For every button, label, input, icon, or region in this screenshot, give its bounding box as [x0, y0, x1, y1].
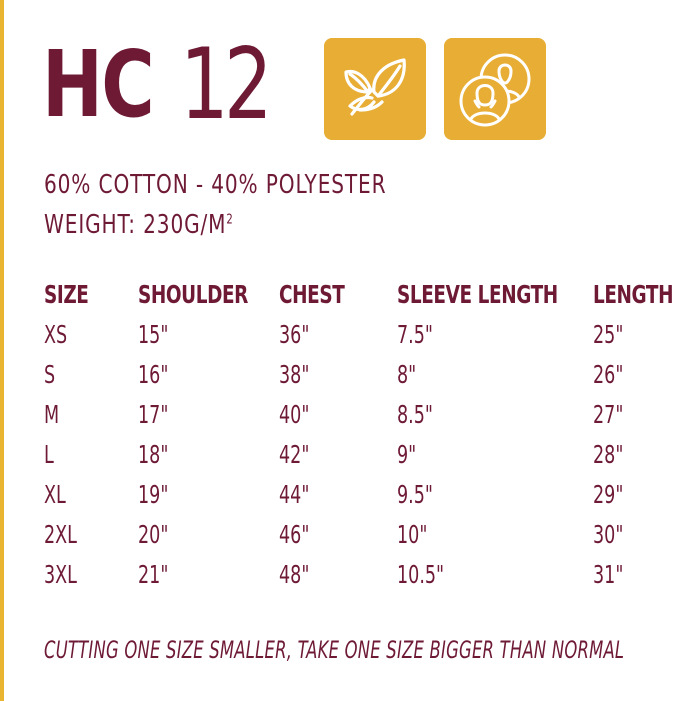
table-row: S 16" 38" 8" 26": [44, 354, 691, 394]
header-shoulder: SHOULDER: [138, 279, 248, 309]
cell-chest: 46": [279, 519, 310, 549]
table-row: M 17" 40" 8.5" 27": [44, 394, 691, 434]
table-row: 3XL 21" 48" 10.5" 31": [44, 554, 691, 594]
fabric-weight: WEIGHT: 230G/M2: [44, 210, 234, 240]
cell-shoulder: 21": [138, 559, 169, 589]
material-composition: 60% COTTON - 40% POLYESTER: [44, 170, 387, 200]
cell-length: 30": [593, 519, 624, 549]
header-length: LENGTH: [593, 279, 674, 309]
leaf-icon: [344, 58, 406, 116]
cell-size: S: [44, 359, 56, 389]
cell-length: 25": [593, 319, 624, 349]
sizing-note: CUTTING ONE SIZE SMALLER, TAKE ONE SIZE …: [44, 636, 625, 664]
cell-chest: 40": [279, 399, 310, 429]
product-title: HC 12: [42, 30, 280, 140]
cell-shoulder: 15": [138, 319, 169, 349]
cell-sleeve-length: 9": [397, 439, 417, 469]
fabric-weight-text: WEIGHT: 230G/M: [44, 210, 227, 240]
cell-length: 26": [593, 359, 624, 389]
header-chest: CHEST: [279, 279, 345, 309]
cell-length: 27": [593, 399, 624, 429]
cell-shoulder: 18": [138, 439, 169, 469]
cell-shoulder: 16": [138, 359, 169, 389]
cell-sleeve-length: 10.5": [397, 559, 445, 589]
cell-chest: 38": [279, 359, 310, 389]
left-accent-rule: [0, 0, 4, 701]
table-row: XL 19" 44" 9.5" 29": [44, 474, 691, 514]
cell-chest: 42": [279, 439, 310, 469]
header-size: SIZE: [44, 279, 89, 309]
eco-badge: [324, 38, 426, 140]
cell-size: L: [44, 439, 54, 469]
header-sleeve-length: SLEEVE LENGTH: [397, 279, 558, 309]
fabric-weight-superscript: 2: [226, 212, 234, 228]
cell-chest: 48": [279, 559, 310, 589]
table-row: L 18" 42" 9" 28": [44, 434, 691, 474]
cell-chest: 36": [279, 319, 310, 349]
cell-length: 29": [593, 479, 624, 509]
cell-sleeve-length: 9.5": [397, 479, 433, 509]
cell-size: XL: [44, 479, 66, 509]
cell-length: 28": [593, 439, 624, 469]
cell-sleeve-length: 8.5": [397, 399, 433, 429]
cell-size: 2XL: [44, 519, 77, 549]
cell-chest: 44": [279, 479, 310, 509]
people-icon: [459, 53, 531, 127]
unisex-badge: [444, 38, 546, 140]
cell-size: 3XL: [44, 559, 77, 589]
cell-shoulder: 17": [138, 399, 169, 429]
size-chart-table: SIZE SHOULDER CHEST SLEEVE LENGTH LENGTH…: [44, 274, 691, 594]
table-row: XS 15" 36" 7.5" 25": [44, 314, 691, 354]
product-number: 12: [180, 28, 273, 142]
cell-sleeve-length: 10": [397, 519, 428, 549]
product-code: HC: [42, 31, 155, 138]
cell-shoulder: 19": [138, 479, 169, 509]
cell-size: M: [44, 399, 60, 429]
cell-sleeve-length: 7.5": [397, 319, 433, 349]
table-header-row: SIZE SHOULDER CHEST SLEEVE LENGTH LENGTH: [44, 274, 691, 314]
table-row: 2XL 20" 46" 10" 30": [44, 514, 691, 554]
cell-length: 31": [593, 559, 624, 589]
cell-size: XS: [44, 319, 68, 349]
cell-shoulder: 20": [138, 519, 169, 549]
cell-sleeve-length: 8": [397, 359, 417, 389]
